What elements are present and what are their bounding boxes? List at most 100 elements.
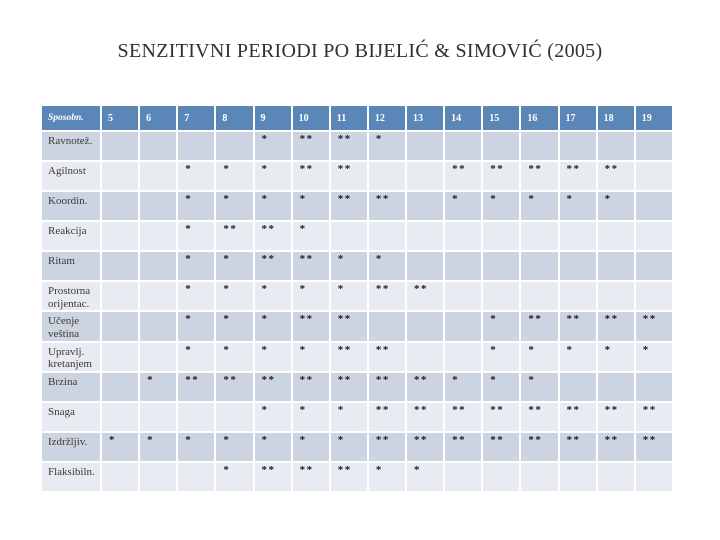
mark-cell-age-14	[445, 132, 482, 160]
mark-cell-age-16	[521, 282, 558, 311]
header-age-16: 16	[521, 106, 558, 130]
mark-cell-age-19	[635, 282, 672, 311]
mark-cell-age-8: **	[216, 222, 253, 250]
mark-cell-age-12	[368, 222, 405, 250]
ability-label: Agilnost	[42, 162, 100, 190]
mark-cell-age-13	[407, 312, 444, 341]
mark-cell-age-7: *	[178, 282, 215, 311]
mark-cell-age-14: **	[445, 432, 482, 461]
ability-row: Reakcija * ** ** *	[42, 222, 672, 250]
mark-cell-age-12: **	[368, 342, 405, 371]
mark-cell-age-17	[559, 222, 596, 250]
mark-cell-age-9: **	[254, 462, 291, 491]
mark-cell-age-15: *	[483, 372, 520, 401]
mark-cell-age-15: *	[483, 192, 520, 220]
mark-cell-age-11: **	[330, 162, 367, 190]
mark-cell-age-15	[483, 132, 520, 160]
header-age-14: 14	[445, 106, 482, 130]
mark-cell-age-12	[368, 312, 405, 341]
mark-cell-age-17: **	[559, 402, 596, 431]
mark-cell-age-18	[597, 252, 634, 280]
sensitive-periods-table: Sposobn. 5 6 7 8 9 10 11 12 13 14 15 16 17 18 19 Ravnot…	[40, 104, 674, 493]
mark-cell-age-6	[140, 402, 177, 431]
mark-cell-age-14	[445, 282, 482, 311]
header-age-15: 15	[483, 106, 520, 130]
mark-cell-age-18	[597, 462, 634, 491]
mark-cell-age-5	[102, 402, 139, 431]
mark-cell-age-16: *	[521, 372, 558, 401]
mark-cell-age-10: **	[292, 252, 329, 280]
mark-cell-age-17	[559, 282, 596, 311]
mark-cell-age-8: *	[216, 192, 253, 220]
mark-cell-age-17	[559, 372, 596, 401]
mark-cell-age-10: **	[292, 162, 329, 190]
mark-cell-age-18: **	[597, 402, 634, 431]
ability-row: Koordin. * * * * ** ** * * * * *	[42, 192, 672, 220]
mark-cell-age-13: *	[407, 462, 444, 491]
ability-row: Snaga * * * ** ** ** ** ** ** ** **	[42, 402, 672, 431]
mark-cell-age-13	[407, 192, 444, 220]
mark-cell-age-12	[368, 162, 405, 190]
mark-cell-age-11: *	[330, 252, 367, 280]
mark-cell-age-8: *	[216, 462, 253, 491]
mark-cell-age-9: *	[254, 192, 291, 220]
mark-cell-age-6	[140, 342, 177, 371]
mark-cell-age-6: *	[140, 432, 177, 461]
mark-cell-age-15: **	[483, 402, 520, 431]
mark-cell-age-16: **	[521, 312, 558, 341]
mark-cell-age-5	[102, 342, 139, 371]
mark-cell-age-11: **	[330, 192, 367, 220]
mark-cell-age-12: **	[368, 372, 405, 401]
mark-cell-age-19	[635, 192, 672, 220]
mark-cell-age-18: *	[597, 342, 634, 371]
mark-cell-age-19	[635, 222, 672, 250]
mark-cell-age-7: *	[178, 342, 215, 371]
mark-cell-age-13: **	[407, 402, 444, 431]
mark-cell-age-15: *	[483, 342, 520, 371]
mark-cell-age-11: **	[330, 342, 367, 371]
mark-cell-age-10: *	[292, 222, 329, 250]
mark-cell-age-12: **	[368, 432, 405, 461]
ability-label: Učenje veština	[42, 312, 100, 341]
mark-cell-age-7	[178, 462, 215, 491]
mark-cell-age-10: **	[292, 462, 329, 491]
ability-label: Ravnotež.	[42, 132, 100, 160]
mark-cell-age-12: *	[368, 252, 405, 280]
mark-cell-age-14	[445, 462, 482, 491]
mark-cell-age-8: *	[216, 252, 253, 280]
mark-cell-age-7: **	[178, 372, 215, 401]
mark-cell-age-19: **	[635, 432, 672, 461]
mark-cell-age-16	[521, 222, 558, 250]
mark-cell-age-17: *	[559, 192, 596, 220]
mark-cell-age-5	[102, 372, 139, 401]
mark-cell-age-5	[102, 162, 139, 190]
mark-cell-age-13	[407, 132, 444, 160]
header-age-18: 18	[597, 106, 634, 130]
mark-cell-age-13: **	[407, 372, 444, 401]
mark-cell-age-7	[178, 402, 215, 431]
mark-cell-age-19: **	[635, 312, 672, 341]
mark-cell-age-18: **	[597, 162, 634, 190]
table-header-row: Sposobn. 5 6 7 8 9 10 11 12 13 14 15 16 17 18 19	[42, 106, 672, 130]
mark-cell-age-5	[102, 282, 139, 311]
header-age-17: 17	[559, 106, 596, 130]
mark-cell-age-19	[635, 132, 672, 160]
mark-cell-age-16	[521, 252, 558, 280]
mark-cell-age-14	[445, 252, 482, 280]
mark-cell-age-13: **	[407, 282, 444, 311]
mark-cell-age-17: **	[559, 312, 596, 341]
mark-cell-age-8: **	[216, 372, 253, 401]
mark-cell-age-9: **	[254, 372, 291, 401]
mark-cell-age-14: *	[445, 192, 482, 220]
mark-cell-age-5	[102, 462, 139, 491]
mark-cell-age-17: *	[559, 342, 596, 371]
mark-cell-age-15: *	[483, 312, 520, 341]
mark-cell-age-8	[216, 402, 253, 431]
mark-cell-age-11	[330, 222, 367, 250]
mark-cell-age-17	[559, 462, 596, 491]
mark-cell-age-7: *	[178, 312, 215, 341]
ability-label: Flaksibiln.	[42, 462, 100, 491]
mark-cell-age-8: *	[216, 162, 253, 190]
mark-cell-age-8: *	[216, 312, 253, 341]
mark-cell-age-8: *	[216, 342, 253, 371]
